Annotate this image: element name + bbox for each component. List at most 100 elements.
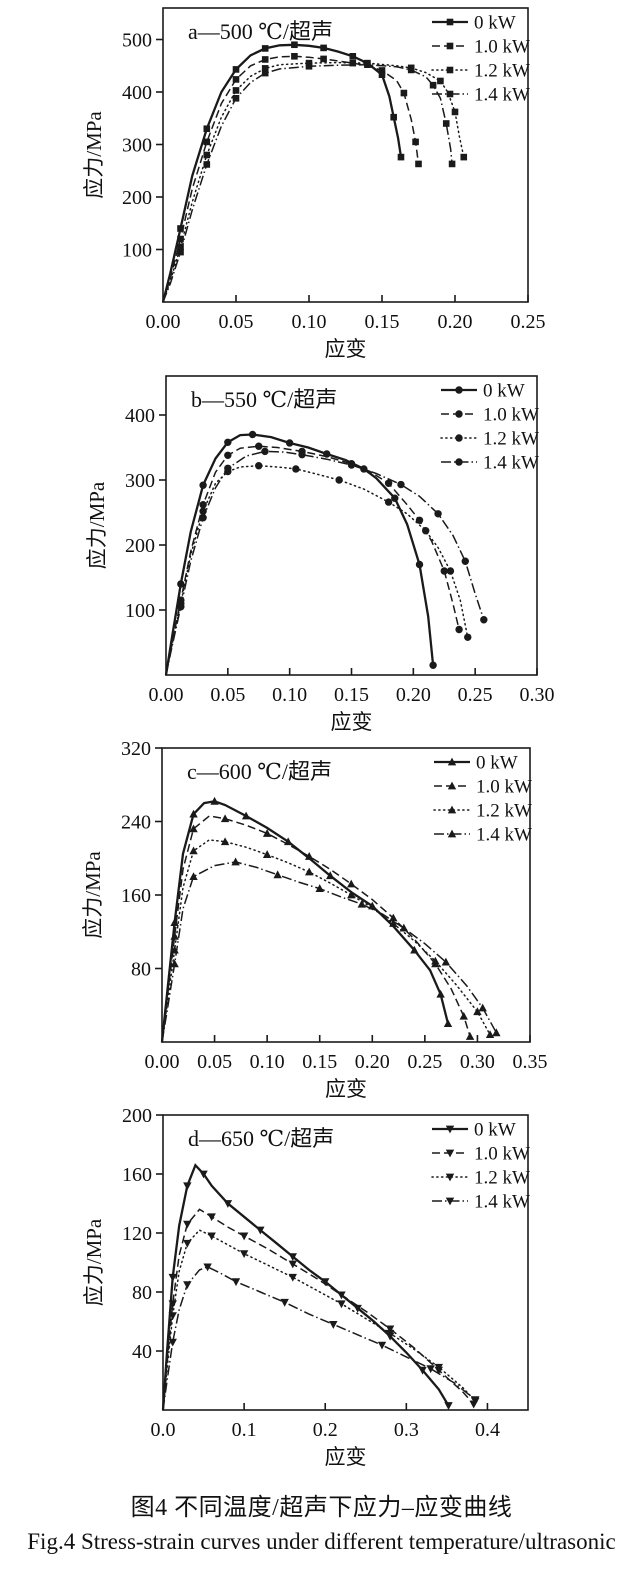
panel-a-svg: 100 200 300 400 500 0.00 0.05 0.10 0.15 0.20 0.25 应… — [82, 7, 546, 361]
series-marker-14kW — [407, 66, 415, 74]
panel-title: c—600 ℃/超声 — [187, 759, 332, 784]
series-marker-12kW — [239, 1250, 249, 1259]
y-tick-label: 300 — [122, 135, 152, 157]
x-tick-label: 0.1 — [232, 1419, 257, 1441]
series-marker-12kW — [431, 956, 440, 965]
legend-marker — [447, 781, 457, 790]
series-marker-10kW — [207, 1213, 216, 1222]
series-line-10kW — [162, 1208, 475, 1411]
series-marker-14kW — [492, 1028, 501, 1037]
series-marker-14kW — [399, 923, 409, 932]
series-marker-14kW — [471, 1396, 480, 1405]
legend-marker — [447, 757, 457, 766]
series-marker-12kW — [220, 837, 230, 846]
legend-label: 1.4 kW — [474, 1192, 530, 1213]
series-marker-10kW — [305, 852, 314, 860]
series-marker-14kW — [442, 120, 450, 127]
x-tick-label: 0.00 — [145, 1051, 180, 1073]
series-marker-14kW — [478, 1003, 487, 1012]
x-tick-label: 0.20 — [396, 684, 431, 706]
x-tick-label: 0.0 — [151, 1419, 176, 1441]
series-marker-14kW — [199, 514, 207, 522]
y-tick-label: 200 — [122, 1105, 152, 1127]
x-tick-label: 0.35 — [513, 1051, 548, 1073]
series-marker-10kW — [385, 1325, 395, 1334]
series-marker-0kW — [320, 44, 327, 52]
y-tick-label: 160 — [121, 885, 151, 907]
series-line-14kW — [162, 1266, 476, 1411]
series-marker-0kW — [224, 438, 232, 446]
series-marker-14kW — [261, 447, 269, 456]
x-tick-label: 0.05 — [219, 311, 254, 333]
legend-marker — [455, 458, 463, 466]
series-marker-10kW — [183, 1220, 192, 1229]
y-tick-label: 300 — [125, 470, 155, 492]
series-marker-0kW — [288, 1253, 297, 1261]
legend-marker — [455, 410, 463, 418]
x-tick-label: 0.25 — [511, 311, 546, 333]
series-line-10kW — [165, 445, 460, 676]
series-marker-10kW — [384, 479, 393, 487]
series-marker-14kW — [377, 1341, 387, 1350]
series-marker-0kW — [261, 45, 269, 52]
y-tick-label: 80 — [132, 1282, 152, 1304]
panel-title: a—500 ℃/超声 — [188, 19, 333, 44]
series-marker-0kW — [353, 1304, 362, 1313]
x-tick-label: 0.10 — [250, 1051, 285, 1073]
series-marker-12kW — [451, 108, 459, 116]
series-marker-0kW — [349, 53, 357, 60]
x-tick-label: 0.4 — [475, 1419, 500, 1441]
x-tick-label: 0.2 — [313, 1419, 338, 1441]
series-marker-10kW — [232, 76, 240, 83]
y-tick-label: 160 — [122, 1164, 152, 1186]
series-marker-14kW — [183, 1281, 192, 1290]
x-tick-label: 0.05 — [210, 684, 245, 706]
series-marker-12kW — [168, 1312, 177, 1320]
series-marker-10kW — [220, 814, 230, 823]
series-marker-0kW — [232, 66, 240, 73]
y-axis-label: 应力/MPa — [82, 1218, 106, 1306]
panel-c-chart-600c: 80 160 240 320 0.00 0.05 0.10 0.15 0.20 0.25 0.30 0… — [0, 735, 643, 1105]
legend-label: 1.0 kW — [483, 405, 539, 426]
legend-marker — [446, 66, 454, 74]
x-tick-label: 0.15 — [334, 684, 369, 706]
series-line-0kW — [160, 800, 450, 1043]
series-marker-10kW — [415, 160, 422, 168]
series-marker-10kW — [459, 1011, 468, 1020]
series-line-12kW — [161, 839, 491, 1043]
series-marker-12kW — [292, 465, 300, 473]
panel-d-chart-650c: 40 80 120 160 200 0.0 0.1 0.2 0.3 0.4 应变 应力/MPa d—65… — [0, 1105, 643, 1480]
legend-marker — [455, 434, 463, 442]
series-marker-14kW — [347, 461, 356, 469]
series-marker-14kW — [426, 1365, 435, 1374]
series-marker-12kW — [288, 1273, 297, 1282]
series-marker-0kW — [444, 1402, 453, 1410]
series-marker-12kW — [337, 1300, 346, 1309]
x-tick-label: 0.30 — [460, 1051, 495, 1073]
series-marker-12kW — [437, 77, 444, 85]
series-marker-14kW — [357, 899, 366, 908]
series-marker-0kW — [189, 809, 198, 818]
x-tick-label: 0.20 — [355, 1051, 390, 1073]
x-tick-label: 0.30 — [520, 684, 555, 706]
series-marker-10kW — [255, 442, 263, 450]
legend-marker — [446, 18, 454, 26]
series-marker-12kW — [422, 527, 430, 535]
legend-label: 1.4 kW — [483, 453, 539, 474]
series-marker-10kW — [347, 879, 356, 888]
series-marker-14kW — [305, 62, 313, 70]
figure-captions: 图4 不同温度/超声下应力–应变曲线 Fig.4 Stress-strain c… — [0, 1492, 643, 1558]
series-marker-14kW — [168, 1338, 177, 1347]
y-tick-label: 200 — [125, 535, 155, 557]
series-marker-0kW — [177, 580, 185, 588]
series-marker-0kW — [223, 1200, 233, 1208]
series-marker-10kW — [465, 1032, 475, 1040]
series-marker-10kW — [203, 138, 211, 146]
series-marker-0kW — [436, 989, 445, 998]
series-marker-0kW — [418, 1366, 427, 1375]
series-marker-12kW — [434, 1363, 443, 1372]
legend-marker — [446, 90, 454, 98]
series-marker-0kW — [326, 871, 335, 880]
legend-label: 1.0 kW — [474, 1144, 530, 1165]
